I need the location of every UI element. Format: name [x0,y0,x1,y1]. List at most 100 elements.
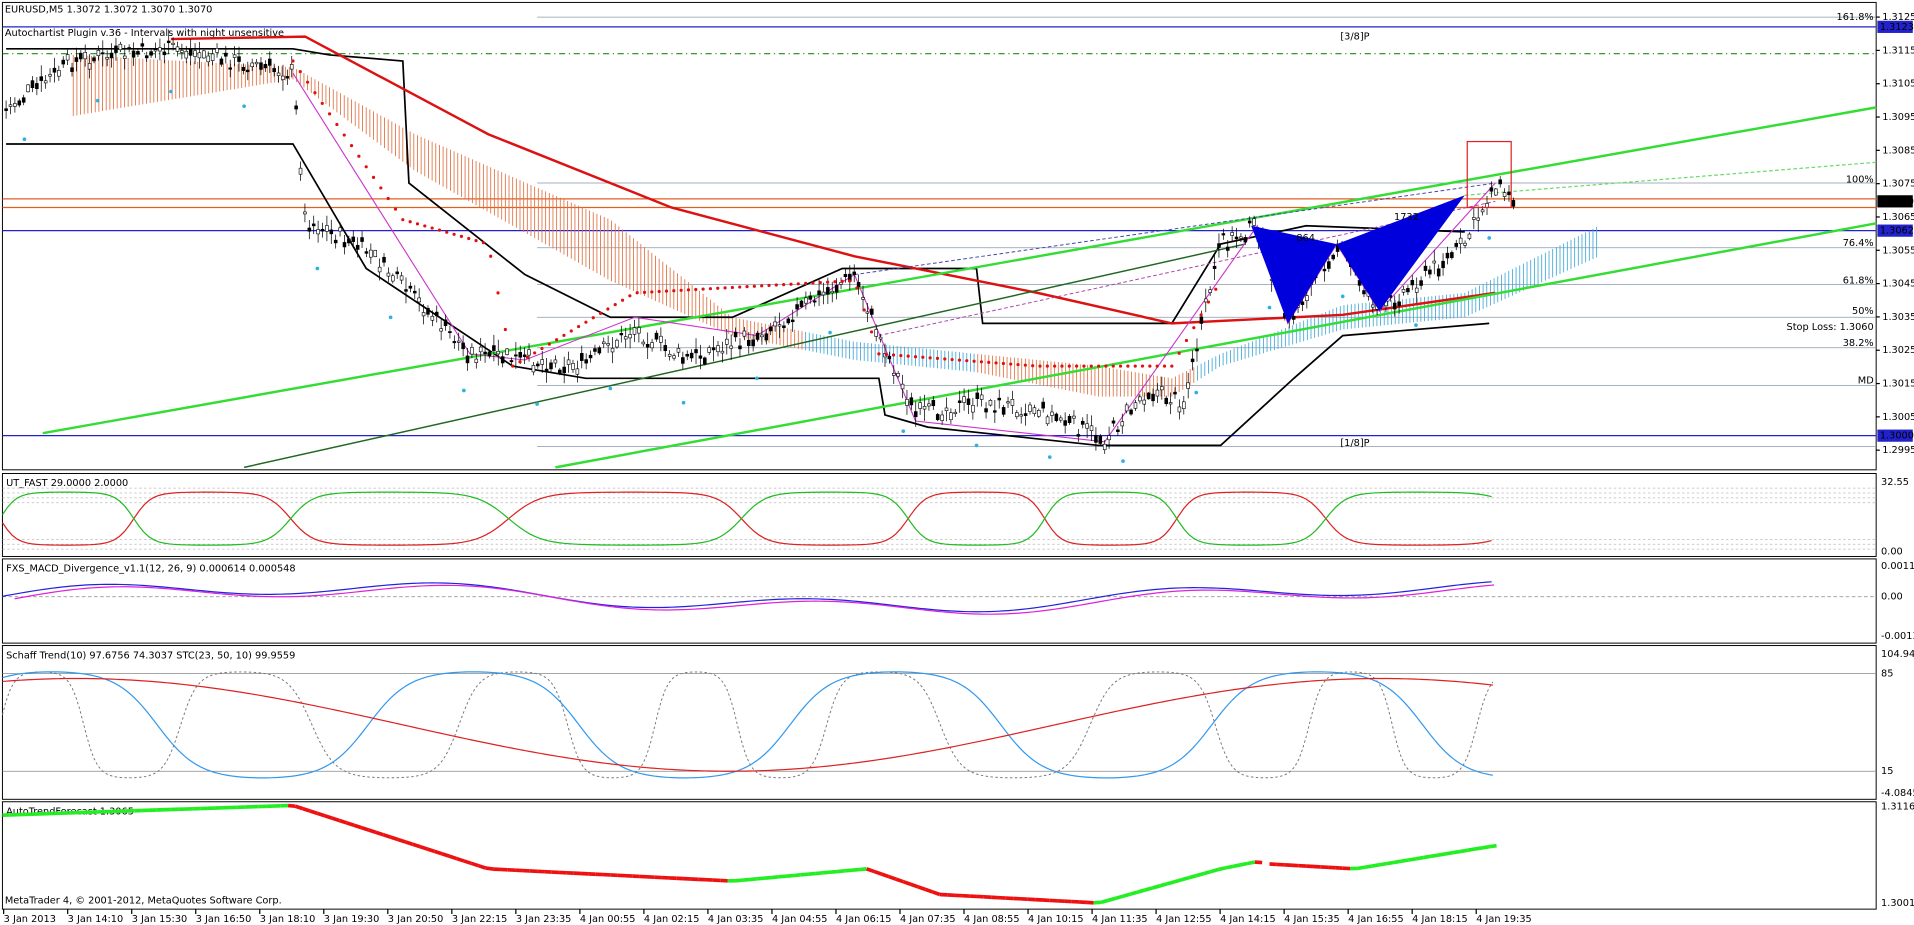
candle-body [1239,236,1243,239]
candle-body [1221,233,1226,236]
trend-forecast [1247,860,1256,866]
time-label: 4 Jan 11:35 [1092,914,1148,925]
price-tick-label: 1.3105 [1882,79,1914,90]
candle-body [536,363,540,367]
candle-body [1362,290,1366,295]
indicator-scale-label: 0.00114 [1881,561,1914,572]
trend-forecast [1115,894,1124,901]
candle-body [276,72,281,76]
candle-body [1305,295,1309,301]
candle-body [549,362,553,370]
sar-dot [562,333,566,337]
price-tick-label: 1.3045 [1882,279,1914,290]
candle-body [927,403,931,407]
candle-body [601,341,606,345]
sar-dot [1126,364,1130,368]
fib-label: 61.8% [1843,276,1874,287]
schaff-signal [2,677,1493,772]
candle-body [1498,179,1502,185]
price-box-label: 1.3123 [1880,22,1914,33]
candle-body [672,355,676,359]
sar-dot [994,361,998,365]
candle-body [1217,243,1221,248]
candle-body [1208,289,1212,293]
candle-body [360,237,364,242]
candle-body [338,227,342,232]
trend-forecast [1122,892,1131,898]
sar-dot [1162,364,1167,368]
fib-label: 38.2% [1843,338,1874,349]
candle-body [184,50,189,59]
sar-dot [1177,351,1181,355]
pattern-line [854,182,1496,276]
candle-body [250,62,254,67]
indicator-title: FXS_MACD_Divergence_v1.1(12, 26, 9) 0.00… [6,564,295,575]
trend-forecast [1459,848,1468,854]
candle-body [628,334,632,339]
candle-body [391,275,395,282]
candle-body [544,368,549,373]
sar-dot [335,122,339,127]
sar-dot [913,355,918,359]
sar-dot [679,288,683,292]
candle-body [96,49,101,57]
trend-forecast [412,842,421,849]
sar-dot [525,355,529,359]
candle-body [852,271,856,275]
trend-forecast [917,885,926,892]
candle-body [553,359,558,364]
candle-body [663,345,668,352]
sar-dot [657,289,661,294]
plugin-note: Autochartist Plugin v.36 - Intervals wit… [5,28,284,39]
candle-body [830,290,835,294]
price-tick-label: 1.3005 [1882,412,1914,423]
trend-forecast [749,877,757,882]
trend-forecast [778,874,787,879]
macd-signal [14,584,1495,615]
candle-body [395,271,399,275]
candle-body [1076,434,1081,437]
trend-forecast [1151,884,1161,890]
candle-body [1006,401,1010,404]
indicator-scale-label: 104.949 [1881,649,1914,660]
indicator-scale-label: 0.00 [1881,592,1903,603]
candle-body [109,52,114,59]
price-tick-label: 1.3115 [1882,45,1914,56]
sar-dot [1140,364,1145,368]
donchian-lower [6,143,1490,447]
indicator-scale-label: -4.0845 [1881,788,1914,799]
candle-body [303,211,307,215]
candle-body [267,58,272,66]
candle-body [839,282,843,285]
trend-forecast [1379,861,1387,867]
candle-body [623,336,628,340]
panel-frame [1,1,1877,471]
price-tick-label: 1.3035 [1882,312,1914,323]
candle-body [285,76,290,79]
sar-dot [664,289,669,293]
time-label: 3 Jan 14:10 [68,914,124,925]
candle-body [1023,413,1028,416]
candle-body [1041,401,1045,409]
sar-dot [738,285,742,289]
trend-forecast [382,833,392,839]
panel-frame [1,645,1877,800]
sar-dot [342,133,346,137]
candle-body [382,256,386,263]
trend-forecast [785,873,794,879]
candle-body [1441,260,1445,269]
trend-forecast [822,870,831,875]
candle-body [140,43,145,47]
candle-body [171,42,175,45]
candle-body [347,238,351,244]
candle-body [474,358,479,363]
trend-forecast [368,828,377,835]
candle-body [17,100,22,106]
candle-body [1164,397,1168,405]
candle-body [470,347,474,355]
candle-body [768,326,773,332]
candle-body [711,347,716,351]
candle-body [632,327,637,335]
candle-body [1300,301,1305,305]
time-label: 3 Jan 22:15 [452,914,508,925]
